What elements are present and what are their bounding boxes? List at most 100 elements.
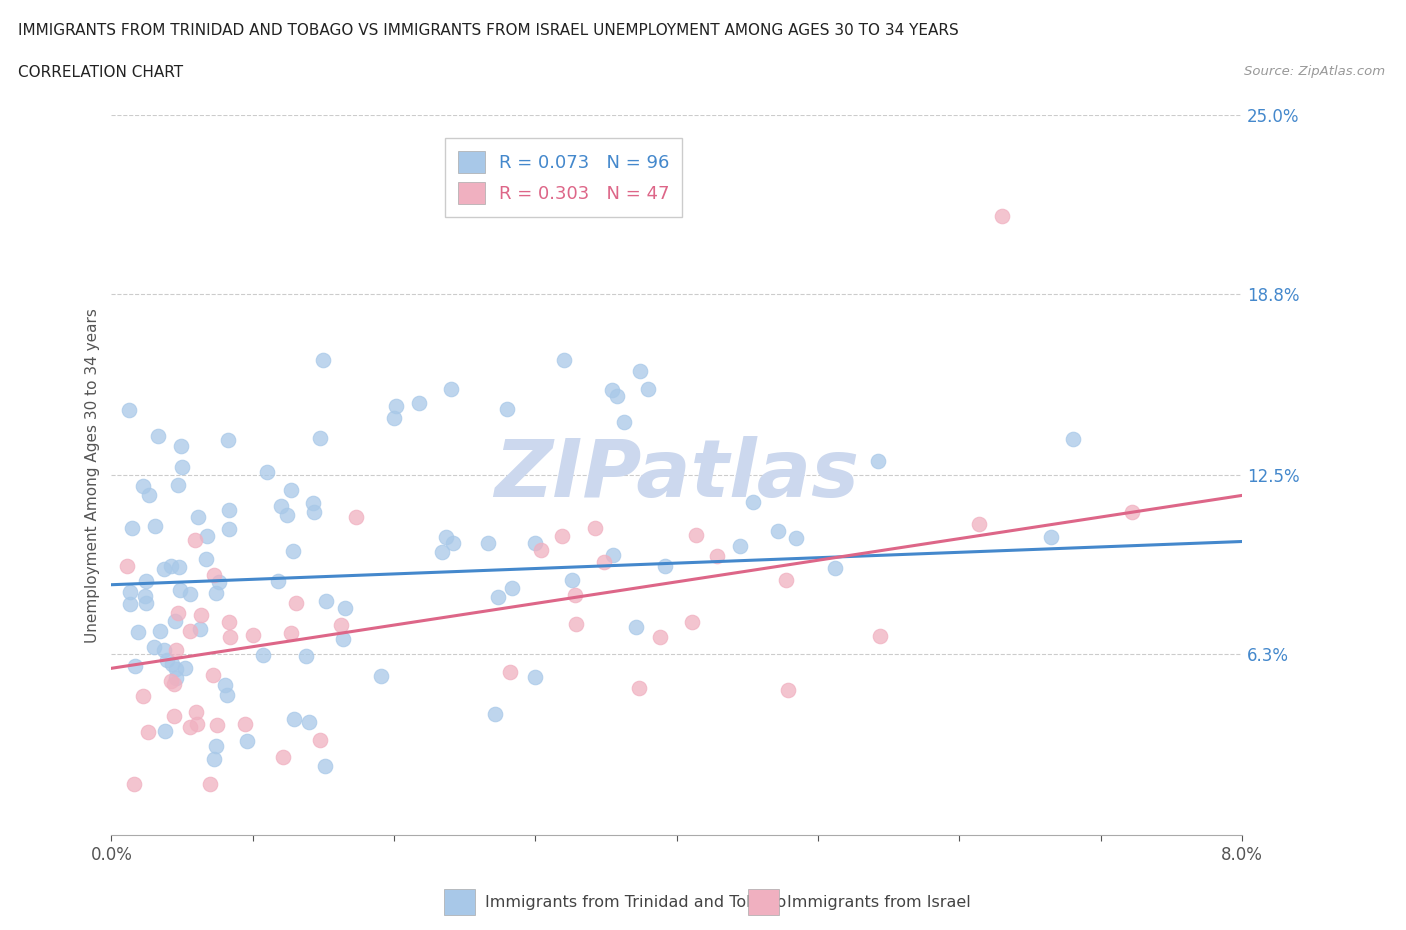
Point: [602, 383, 624, 398]
Point: [124, 777, 146, 791]
Point: [280, 482, 302, 497]
Point: [146, 429, 169, 444]
Point: [217, 432, 239, 447]
Point: [173, 660, 195, 675]
Point: [650, 630, 672, 644]
Y-axis label: Unemployment Among Ages 30 to 34 years: Unemployment Among Ages 30 to 34 years: [86, 308, 100, 643]
Point: [165, 661, 187, 676]
Point: [167, 477, 190, 492]
Point: [138, 487, 160, 502]
Point: [187, 510, 209, 525]
Point: [179, 624, 201, 639]
Point: [496, 402, 519, 417]
Point: [593, 554, 616, 569]
Point: [156, 652, 179, 667]
Point: [271, 750, 294, 764]
Point: [159, 673, 181, 688]
Point: [215, 687, 238, 702]
Point: [624, 620, 647, 635]
Point: [730, 538, 752, 553]
Point: [654, 559, 676, 574]
Point: [195, 551, 218, 566]
Point: [160, 558, 183, 573]
Point: [561, 573, 583, 588]
Point: [166, 605, 188, 620]
Point: [284, 596, 307, 611]
Point: [501, 580, 523, 595]
Point: [202, 567, 225, 582]
Point: [202, 752, 225, 767]
Text: Immigrants from Trinidad and Tobago: Immigrants from Trinidad and Tobago: [485, 895, 786, 910]
Point: [118, 402, 141, 417]
Point: [308, 431, 330, 445]
Point: [135, 573, 157, 588]
Point: [235, 733, 257, 748]
Point: [628, 364, 651, 379]
Point: [606, 389, 628, 404]
Point: [613, 414, 636, 429]
Point: [124, 659, 146, 674]
Point: [121, 521, 143, 536]
Point: [430, 545, 453, 560]
Point: [162, 677, 184, 692]
Point: [266, 574, 288, 589]
Text: Source: ZipAtlas.com: Source: ZipAtlas.com: [1244, 65, 1385, 78]
Point: [309, 733, 332, 748]
Point: [270, 499, 292, 514]
Point: [330, 618, 353, 632]
Point: [766, 524, 789, 538]
Point: [869, 629, 891, 644]
Point: [280, 625, 302, 640]
Point: [484, 707, 506, 722]
Point: [115, 558, 138, 573]
Text: CORRELATION CHART: CORRELATION CHART: [18, 65, 183, 80]
Point: [315, 593, 337, 608]
Point: [283, 711, 305, 726]
Point: [302, 496, 325, 511]
Point: [145, 518, 167, 533]
Point: [583, 521, 606, 536]
Point: [135, 596, 157, 611]
Point: [344, 510, 367, 525]
Text: Immigrants from Israel: Immigrants from Israel: [787, 895, 972, 910]
Point: [163, 709, 186, 724]
Point: [1039, 529, 1062, 544]
Point: [134, 589, 156, 604]
Point: [523, 536, 546, 551]
Point: [256, 465, 278, 480]
Point: [440, 381, 463, 396]
Point: [170, 439, 193, 454]
Point: [252, 648, 274, 663]
Point: [242, 628, 264, 643]
Point: [120, 585, 142, 600]
Point: [967, 516, 990, 531]
Point: [637, 381, 659, 396]
Point: [524, 670, 547, 684]
Point: [198, 777, 221, 791]
Point: [486, 590, 509, 604]
Point: [142, 640, 165, 655]
Point: [204, 585, 226, 600]
Point: [778, 683, 800, 698]
Point: [628, 681, 651, 696]
Point: [136, 724, 159, 739]
Point: [824, 561, 846, 576]
Point: [785, 530, 807, 545]
Point: [207, 717, 229, 732]
Point: [188, 622, 211, 637]
Point: [179, 587, 201, 602]
Point: [681, 615, 703, 630]
Point: [991, 208, 1014, 223]
Point: [775, 572, 797, 587]
Point: [233, 716, 256, 731]
Point: [160, 657, 183, 671]
Point: [477, 536, 499, 551]
Point: [294, 648, 316, 663]
Point: [370, 669, 392, 684]
Point: [553, 352, 575, 367]
Point: [499, 665, 522, 680]
Point: [530, 543, 553, 558]
Point: [153, 643, 176, 658]
Point: [208, 575, 231, 590]
Point: [165, 671, 187, 685]
